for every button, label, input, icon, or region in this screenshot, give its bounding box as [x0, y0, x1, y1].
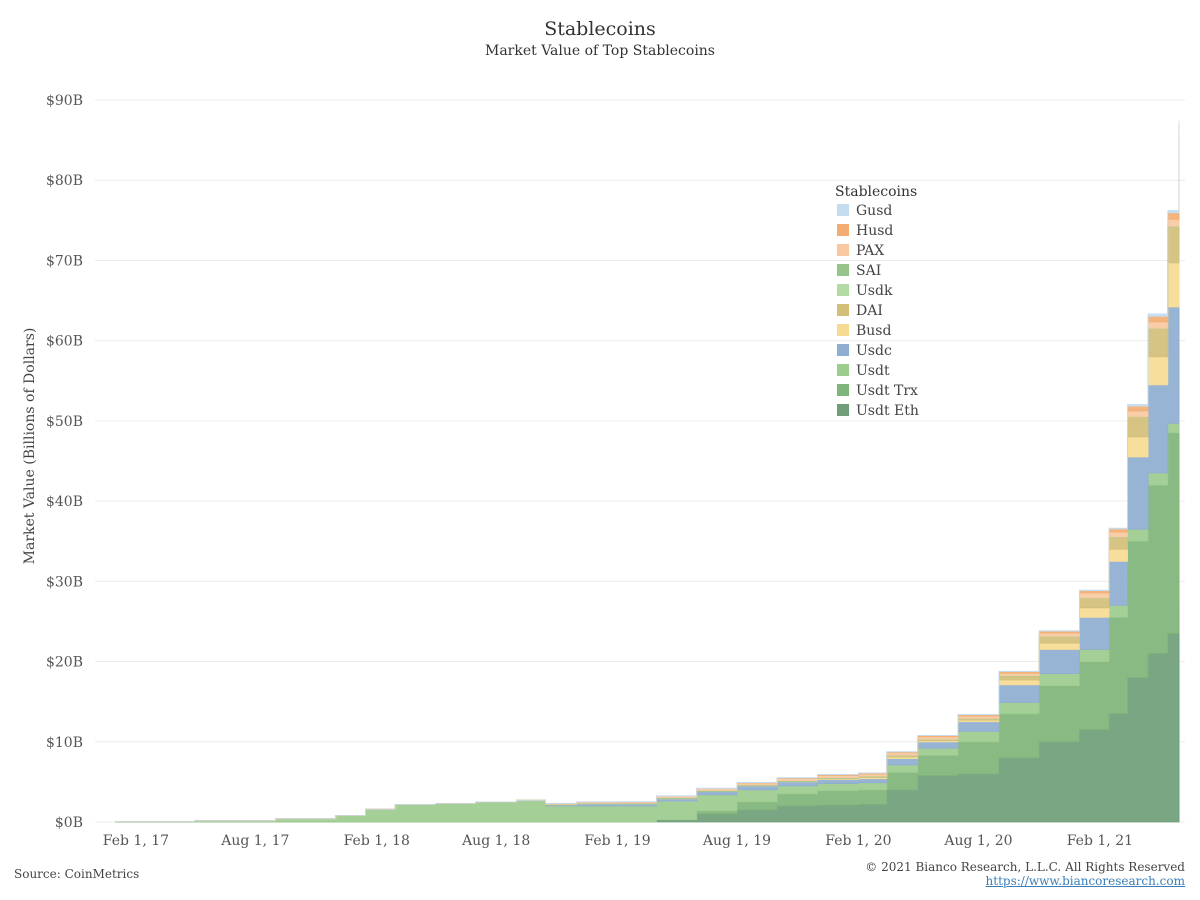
- legend-item[interactable]: Husd: [837, 223, 893, 239]
- chart-subtitle: Market Value of Top Stablecoins: [484, 43, 715, 59]
- legend-swatch: [837, 324, 849, 336]
- legend-label: Gusd: [856, 203, 892, 219]
- legend-label: Usdk: [856, 283, 893, 299]
- y-tick-label: $60B: [46, 334, 83, 350]
- y-tick-label: $10B: [46, 735, 83, 751]
- legend-item[interactable]: DAI: [837, 303, 883, 319]
- legend-swatch: [837, 344, 849, 356]
- y-tick-label: $20B: [46, 655, 83, 671]
- x-tick-label: Aug 1, 18: [461, 833, 530, 849]
- area-series: [115, 120, 1180, 823]
- legend-label: SAI: [856, 263, 881, 279]
- legend-swatch: [837, 244, 849, 256]
- legend-title: Stablecoins: [835, 184, 917, 200]
- x-tick-label: Aug 1, 17: [220, 833, 289, 849]
- x-tick-label: Aug 1, 19: [702, 833, 771, 849]
- y-tick-label: $0B: [55, 815, 83, 831]
- y-tick-label: $30B: [46, 574, 83, 590]
- legend-label: Usdc: [856, 343, 892, 359]
- legend-swatch: [837, 284, 849, 296]
- y-axis-title: Market Value (Billions of Dollars): [22, 328, 38, 565]
- legend-swatch: [837, 204, 849, 216]
- y-tick-label: $80B: [46, 173, 83, 189]
- legend-swatch: [837, 404, 849, 416]
- y-tick-label: $40B: [46, 494, 83, 510]
- y-tick-label: $90B: [46, 93, 83, 109]
- legend-item[interactable]: Usdk: [837, 283, 893, 299]
- chart-title: Stablecoins: [544, 18, 656, 40]
- copyright-note: © 2021 Bianco Research, L.L.C. All Right…: [865, 860, 1185, 874]
- legend-item[interactable]: Usdc: [837, 343, 892, 359]
- legend-swatch: [837, 224, 849, 236]
- legend-label: Usdt Eth: [856, 403, 919, 419]
- legend-swatch: [837, 264, 849, 276]
- y-tick-label: $70B: [46, 253, 83, 269]
- legend-item[interactable]: Usdt: [837, 363, 890, 379]
- y-tick-label: $50B: [46, 414, 83, 430]
- legend-item[interactable]: PAX: [837, 243, 884, 259]
- legend-label: PAX: [856, 243, 884, 259]
- legend-items: Gusd Husd PAX SAI Usdk DAI Busd Usdc Usdt Usdt Tr…: [837, 203, 919, 419]
- x-tick-label: Feb 1, 17: [103, 833, 169, 849]
- legend-item[interactable]: Gusd: [837, 203, 892, 219]
- x-tick-label: Feb 1, 20: [825, 833, 891, 849]
- source-note: Source: CoinMetrics: [14, 867, 140, 881]
- x-tick-label: Feb 1, 18: [344, 833, 410, 849]
- x-axis-ticks: Feb 1, 17 Aug 1, 17 Feb 1, 18 Aug 1, 18 Feb …: [103, 833, 1133, 849]
- website-link[interactable]: https://www.biancoresearch.com: [985, 874, 1185, 888]
- legend-item[interactable]: SAI: [837, 263, 881, 279]
- legend-swatch: [837, 304, 849, 316]
- legend-swatch: [837, 384, 849, 396]
- legend-item[interactable]: Usdt Trx: [837, 383, 918, 399]
- legend-item[interactable]: Usdt Eth: [837, 403, 919, 419]
- legend-label: Husd: [856, 223, 893, 239]
- legend[interactable]: Stablecoins Gusd Husd PAX SAI Usdk DAI Busd Usd…: [835, 184, 919, 419]
- y-axis-ticks: $0B $10B $20B $30B $40B $50B $60B $70B $80B $90B: [46, 93, 83, 831]
- legend-label: Usdt Trx: [856, 383, 918, 399]
- x-tick-label: Aug 1, 20: [943, 833, 1012, 849]
- legend-label: Busd: [856, 323, 891, 339]
- legend-label: Usdt: [856, 363, 890, 379]
- x-tick-label: Feb 1, 21: [1067, 833, 1133, 849]
- legend-swatch: [837, 364, 849, 376]
- legend-item[interactable]: Busd: [837, 323, 891, 339]
- legend-label: DAI: [856, 303, 883, 319]
- x-tick-label: Feb 1, 19: [584, 833, 650, 849]
- area-usdt-trx: [115, 356, 1180, 823]
- area-gusd: [115, 120, 1180, 822]
